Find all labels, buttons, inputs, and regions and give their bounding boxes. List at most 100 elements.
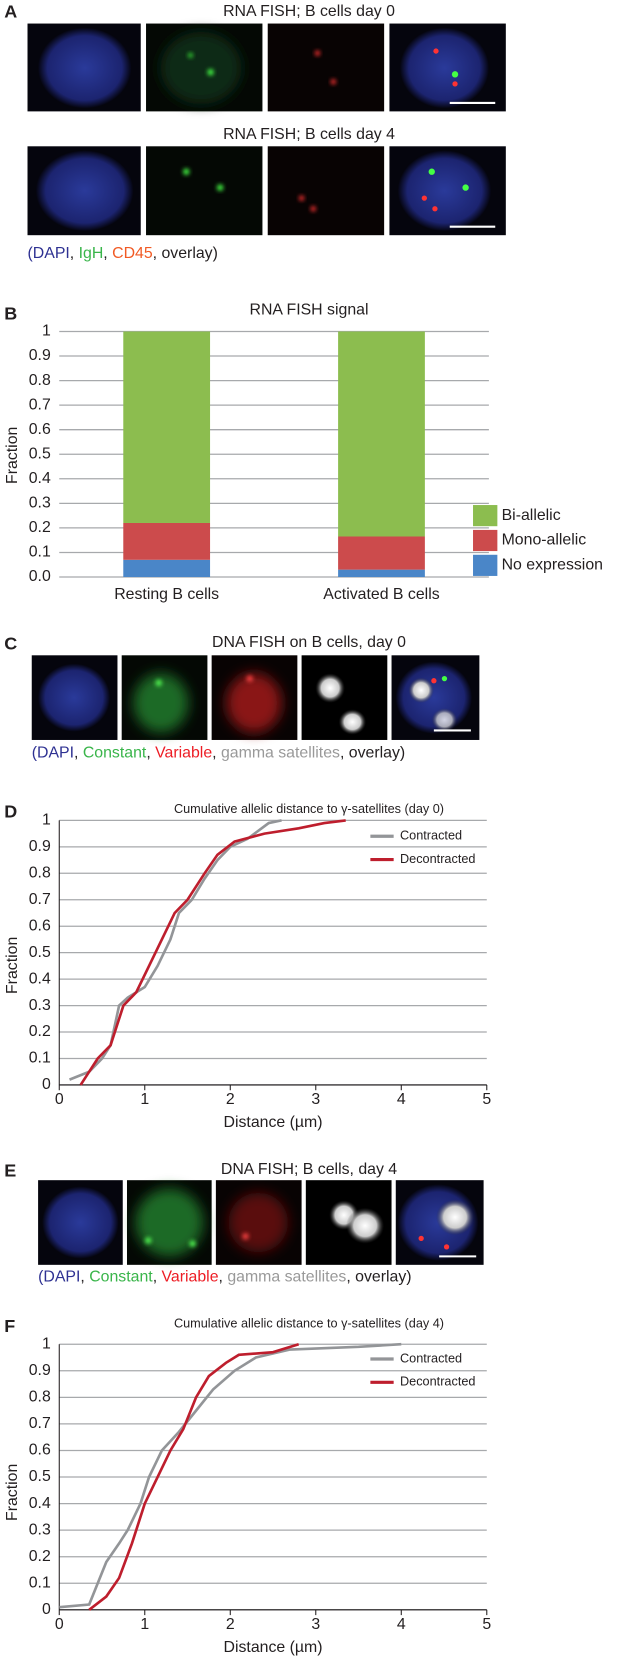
y-tick-label: 0.8: [29, 864, 51, 881]
caption-part: , overlay): [340, 745, 405, 762]
y-tick-label: 0.3: [29, 1521, 51, 1538]
bar-segment: [338, 536, 425, 570]
panel-letter: F: [4, 1316, 15, 1336]
y-tick-label: 1: [42, 1335, 51, 1352]
caption-part: gamma satellites: [227, 1269, 346, 1286]
caption-part: Constant: [89, 1269, 153, 1286]
x-tick-label: 3: [311, 1091, 320, 1108]
x-tick-label: 2: [226, 1616, 235, 1633]
series-line: [69, 819, 282, 1081]
legend-label: No expression: [502, 557, 603, 574]
y-tick-label: 0.9: [29, 1362, 51, 1379]
legend-label: Contracted: [400, 1351, 462, 1365]
y-tick-label: 0.3: [29, 997, 51, 1014]
panel-letter: A: [4, 2, 17, 22]
y-tick-label: 1: [42, 323, 51, 340]
y-tick-label: 0.8: [29, 372, 51, 389]
x-axis-label: Distance (µm): [224, 1114, 323, 1131]
y-tick-label: 0.7: [29, 891, 51, 908]
y-tick-label: 0.0: [29, 568, 51, 585]
panel-letter: C: [4, 633, 17, 653]
y-tick-label: 0.3: [29, 495, 51, 512]
y-tick-label: 0.2: [29, 1023, 51, 1040]
x-tick-label: 5: [482, 1616, 491, 1633]
y-tick-label: 0.2: [29, 519, 51, 536]
y-tick-label: 0: [42, 1076, 51, 1093]
caption-part: (DAPI: [38, 1269, 80, 1286]
x-tick-label: 0: [55, 1616, 64, 1633]
caption-part: ,: [74, 745, 83, 762]
caption: (DAPI, Constant, Variable, gamma satelli…: [32, 745, 405, 762]
y-tick-label: 0.5: [29, 944, 51, 961]
x-tick-label: 4: [397, 1616, 406, 1633]
legend-label: Bi-allelic: [502, 507, 561, 524]
y-axis-label: Fraction: [4, 937, 21, 994]
panel-letter: D: [4, 802, 17, 822]
caption-part: Variable: [162, 1269, 219, 1286]
y-tick-label: 0.6: [29, 1442, 51, 1459]
x-tick-label: 5: [482, 1091, 491, 1108]
y-tick-label: 0.1: [29, 544, 51, 561]
bar-segment: [123, 522, 211, 560]
y-tick-label: 0.5: [29, 1468, 51, 1485]
y-tick-label: 0.9: [29, 347, 51, 364]
caption-part: Variable: [155, 745, 212, 762]
caption-part: ,: [70, 245, 79, 262]
series-line: [79, 819, 346, 1086]
x-tick-label: 4: [397, 1091, 406, 1108]
micrographs: [27, 23, 506, 236]
y-tick-label: 0.4: [29, 970, 51, 987]
series-line: [88, 1342, 300, 1611]
caption: (DAPI, IgH, CD45, overlay): [28, 245, 218, 262]
caption-part: ,: [146, 745, 155, 762]
caption-part: ,: [212, 745, 221, 762]
caption-part: , overlay): [346, 1269, 411, 1286]
x-tick-label: 3: [311, 1616, 320, 1633]
caption-part: gamma satellites: [221, 745, 340, 762]
legend-swatch: [473, 554, 498, 576]
x-tick-label: 1: [140, 1091, 149, 1108]
y-tick-label: 0.5: [29, 445, 51, 462]
panel-title: DNA FISH; B cells, day 4: [221, 1161, 397, 1178]
y-tick-label: 0.2: [29, 1548, 51, 1565]
legend-label: Contracted: [400, 829, 462, 843]
caption-part: (DAPI: [28, 245, 70, 262]
panel-letter: B: [4, 303, 17, 323]
caption-part: , overlay): [153, 245, 218, 262]
legend-label: Decontracted: [400, 852, 475, 866]
y-tick-label: 0.6: [29, 421, 51, 438]
caption-part: CD45: [112, 245, 153, 262]
y-tick-label: 0.4: [29, 1495, 51, 1512]
panel-title: RNA FISH; B cells day 0: [223, 3, 395, 20]
y-tick-label: 0.4: [29, 470, 51, 487]
caption-part: ,: [219, 1269, 228, 1286]
caption-part: (DAPI: [32, 745, 74, 762]
caption-part: ,: [153, 1269, 162, 1286]
y-tick-label: 0: [42, 1601, 51, 1618]
micrographs: [38, 1180, 484, 1265]
y-tick-label: 0.7: [29, 396, 51, 413]
caption-part: Constant: [83, 745, 147, 762]
chart-title: RNA FISH signal: [250, 302, 369, 319]
panel-title: DNA FISH on B cells, day 0: [212, 634, 406, 651]
y-axis-label: Fraction: [4, 427, 21, 484]
y-tick-label: 0.8: [29, 1389, 51, 1406]
series-line: [59, 1342, 402, 1609]
y-tick-label: 0.1: [29, 1574, 51, 1591]
x-tick-label: Activated B cells: [323, 586, 439, 603]
y-axis-label: Fraction: [4, 1464, 21, 1521]
caption-part: IgH: [79, 245, 104, 262]
x-axis-label: Distance (µm): [224, 1639, 323, 1656]
bar-segment: [123, 559, 211, 577]
y-tick-label: 0.7: [29, 1415, 51, 1432]
bar-segment: [338, 569, 425, 577]
x-tick-label: Resting B cells: [114, 586, 219, 603]
x-tick-label: 0: [55, 1091, 64, 1108]
legend-label: Mono-allelic: [502, 532, 587, 549]
x-tick-label: 1: [140, 1616, 149, 1633]
panel-letter: E: [4, 1160, 16, 1180]
legend-swatch: [473, 529, 498, 552]
y-tick-label: 0.6: [29, 917, 51, 934]
bar-segment: [123, 331, 211, 523]
